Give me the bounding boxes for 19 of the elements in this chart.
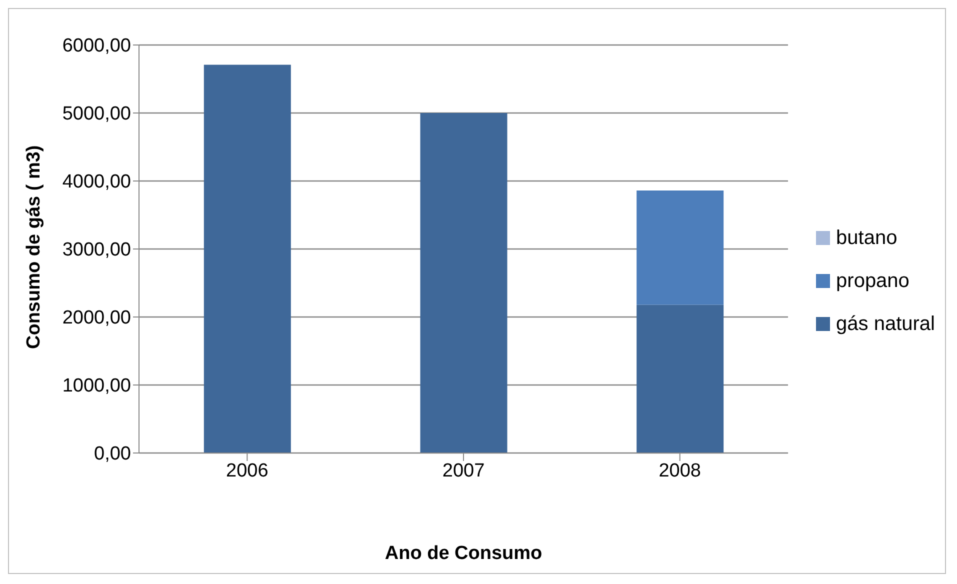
y-tick-label: 0,00 (94, 444, 131, 465)
y-tick-label: 5000,00 (62, 104, 131, 125)
x-axis-title: Ano de Consumo (384, 543, 542, 564)
y-tick-label: 4000,00 (62, 172, 131, 193)
legend-label: gás natural (836, 312, 935, 336)
y-tick-label: 6000,00 (62, 36, 131, 57)
bar (204, 64, 291, 453)
legend-label: butano (836, 226, 898, 250)
x-tick-label: 2007 (442, 460, 485, 482)
y-tick-label: 2000,00 (62, 308, 131, 329)
y-tick-label: 1000,00 (62, 376, 131, 397)
x-tick-label: 2008 (658, 460, 701, 482)
x-tick-label: 2006 (226, 460, 268, 482)
legend-label: propano (836, 270, 910, 292)
bar (636, 304, 724, 453)
bar (636, 190, 724, 305)
y-axis-title: Consumo de gás ( m3) (24, 145, 45, 349)
bar (420, 113, 508, 453)
y-tick-label: 3000,00 (62, 240, 131, 261)
